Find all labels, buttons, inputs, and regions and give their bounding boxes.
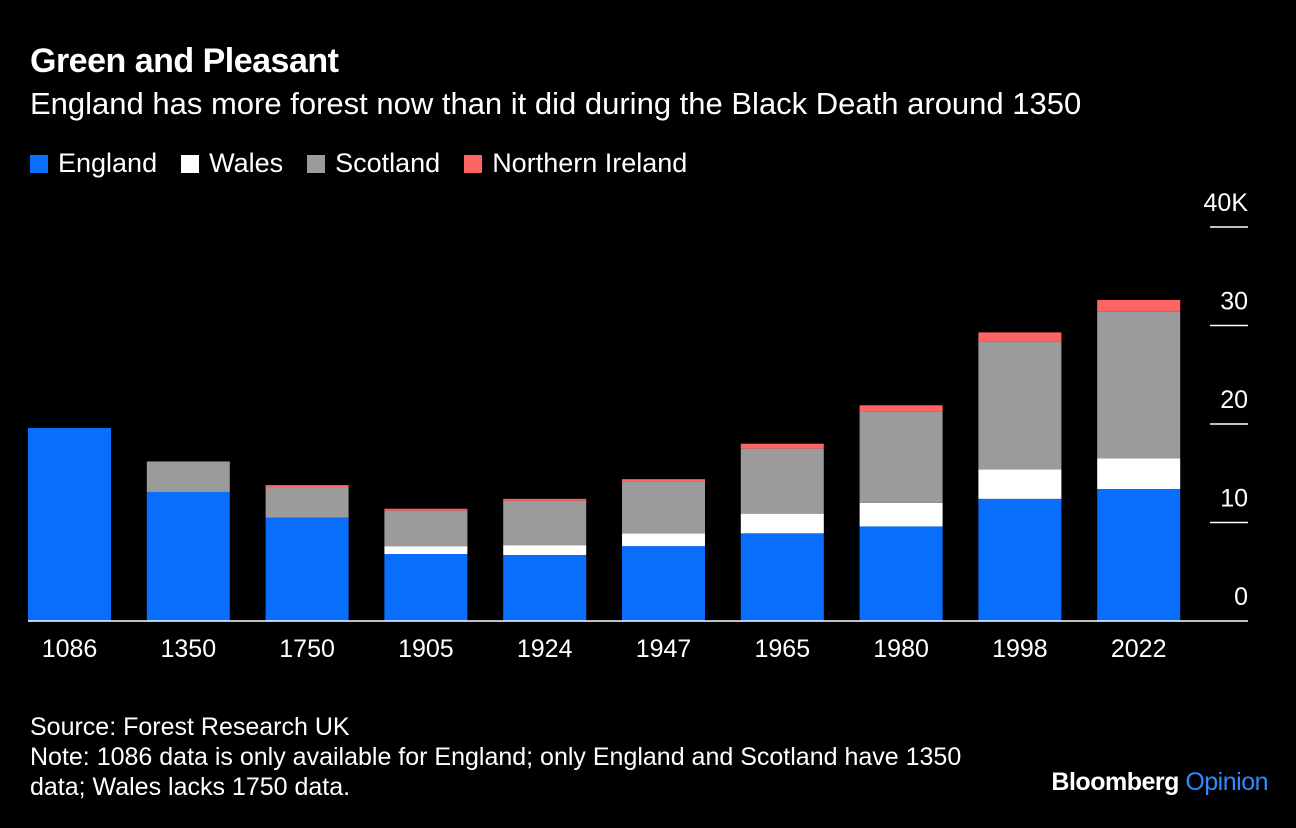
bar-segment-wales xyxy=(740,513,824,534)
legend-swatch-northern-ireland xyxy=(464,154,483,173)
y-tick-label: 0 xyxy=(1234,583,1248,611)
x-tick-label: 1965 xyxy=(754,635,810,663)
brand-name: Bloomberg xyxy=(1051,768,1179,796)
stacked-bar-chart: 0 10 20 30 40K 1086 1350 1750 1905 1924 1947 1965 19… xyxy=(28,189,1249,663)
x-tick-label: 1350 xyxy=(160,635,216,663)
bar-segment-scotland xyxy=(146,461,230,492)
bar-segment-northern-ireland xyxy=(740,443,824,449)
bar-segment-wales xyxy=(1097,458,1181,490)
x-tick-label: 1086 xyxy=(42,635,98,663)
x-tick-label: 1998 xyxy=(992,635,1048,663)
legend-label-northern-ireland: Northern Ireland xyxy=(492,148,688,178)
bar-segment-northern-ireland xyxy=(978,332,1062,342)
bar-segment-england xyxy=(622,546,705,621)
bar-segment-england xyxy=(384,554,468,621)
bar-segment-wales xyxy=(859,502,943,527)
bar-segment-england xyxy=(146,491,230,621)
x-tick-label: 1905 xyxy=(398,635,454,663)
data-note-line-1: Note: 1086 data is only available for En… xyxy=(30,743,962,771)
bar-segment-scotland xyxy=(859,411,943,503)
y-tick-label: 30 xyxy=(1220,288,1248,316)
bar-segment-northern-ireland xyxy=(1097,299,1181,312)
bar-segment-wales xyxy=(978,469,1062,499)
bar-segment-england xyxy=(265,517,349,621)
bar-segment-england xyxy=(859,526,943,621)
bar-segment-scotland xyxy=(1097,311,1181,459)
bar-segment-scotland xyxy=(503,500,587,546)
bar-segment-scotland xyxy=(265,487,349,518)
bar-segment-wales xyxy=(622,533,705,547)
x-tick-label: 1924 xyxy=(517,635,573,663)
legend-swatch-wales xyxy=(181,154,200,173)
bar-segment-northern-ireland xyxy=(503,498,587,501)
bar-segment-scotland xyxy=(384,510,468,547)
bar-segment-wales xyxy=(503,545,587,556)
data-note-line-2: data; Wales lacks 1750 data. xyxy=(30,773,351,801)
bar-segment-england xyxy=(28,427,111,621)
bar-segment-england xyxy=(503,555,587,621)
legend-swatch-scotland xyxy=(307,154,326,173)
x-tick-label: 2022 xyxy=(1111,635,1167,663)
bar-segment-england xyxy=(978,498,1062,621)
legend-item-wales: Wales xyxy=(181,148,283,179)
y-tick-label: 20 xyxy=(1220,386,1248,414)
bar-segment-northern-ireland xyxy=(859,405,943,412)
legend-swatch-england xyxy=(30,154,48,173)
y-tick-label: 10 xyxy=(1220,485,1248,513)
bar-segment-northern-ireland xyxy=(384,508,468,511)
legend-item-scotland: Scotland xyxy=(307,148,440,179)
legend: England Wales Scotland Northern Ireland xyxy=(30,148,711,179)
legend-label-scotland: Scotland xyxy=(335,148,441,178)
bar-segment-northern-ireland xyxy=(622,479,705,482)
legend-label-wales: Wales xyxy=(209,148,284,178)
source-note: Source: Forest Research UK xyxy=(30,713,350,741)
bar-segment-scotland xyxy=(622,481,705,534)
legend-item-england: England xyxy=(30,148,157,179)
x-tick-label: 1750 xyxy=(279,635,335,663)
chart-title: Green and Pleasant xyxy=(30,42,339,80)
bar-segment-scotland xyxy=(740,448,824,514)
bar-segment-northern-ireland xyxy=(265,485,349,488)
brand-product: Opinion xyxy=(1185,768,1268,796)
bar-segment-england xyxy=(740,533,824,621)
footer: Source: Forest Research UK Note: 1086 da… xyxy=(30,712,1030,802)
bloomberg-opinion-logo: Bloomberg Opinion xyxy=(1051,768,1268,797)
y-tick-label: 40K xyxy=(1204,189,1249,217)
bar-segment-england xyxy=(1097,489,1181,621)
x-tick-label: 1947 xyxy=(636,635,692,663)
legend-item-northern-ireland: Northern Ireland xyxy=(464,148,687,179)
chart-subtitle: England has more forest now than it did … xyxy=(30,86,1082,121)
bar-segment-scotland xyxy=(978,341,1062,470)
legend-label-england: England xyxy=(58,148,158,178)
bar-segment-wales xyxy=(384,546,468,555)
x-tick-label: 1980 xyxy=(873,635,929,663)
